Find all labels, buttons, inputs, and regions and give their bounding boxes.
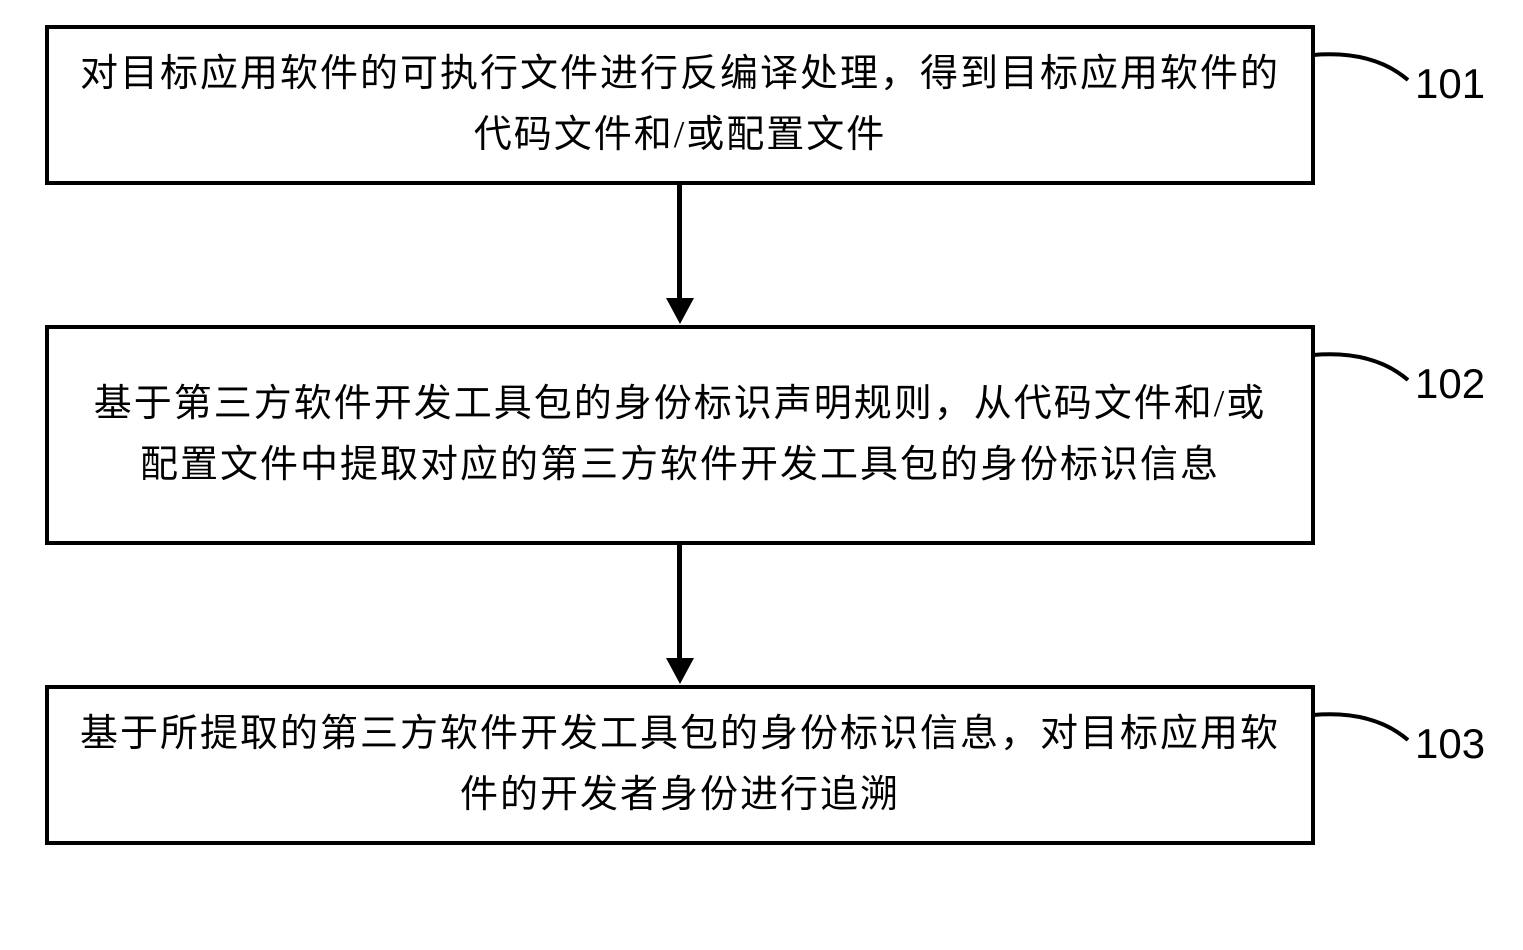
arrow-2-to-3 <box>677 545 682 658</box>
arrow-head-2-to-3 <box>666 658 694 684</box>
connector-curve-1 <box>1313 45 1418 95</box>
flow-step-2: 基于第三方软件开发工具包的身份标识声明规则，从代码文件和/或配置文件中提取对应的… <box>45 325 1315 545</box>
flow-step-1: 对目标应用软件的可执行文件进行反编译处理，得到目标应用软件的代码文件和/或配置文… <box>45 25 1315 185</box>
flow-step-3: 基于所提取的第三方软件开发工具包的身份标识信息，对目标应用软件的开发者身份进行追… <box>45 685 1315 845</box>
flow-step-2-text: 基于第三方软件开发工具包的身份标识声明规则，从代码文件和/或配置文件中提取对应的… <box>79 374 1281 496</box>
connector-curve-3 <box>1313 705 1418 755</box>
step-label-3: 103 <box>1415 720 1485 768</box>
step-label-2: 102 <box>1415 360 1485 408</box>
flow-step-3-text: 基于所提取的第三方软件开发工具包的身份标识信息，对目标应用软件的开发者身份进行追… <box>79 704 1281 826</box>
connector-curve-2 <box>1313 345 1418 395</box>
arrow-1-to-2 <box>677 185 682 298</box>
step-label-1: 101 <box>1415 60 1485 108</box>
flow-step-1-text: 对目标应用软件的可执行文件进行反编译处理，得到目标应用软件的代码文件和/或配置文… <box>79 44 1281 166</box>
arrow-head-1-to-2 <box>666 298 694 324</box>
